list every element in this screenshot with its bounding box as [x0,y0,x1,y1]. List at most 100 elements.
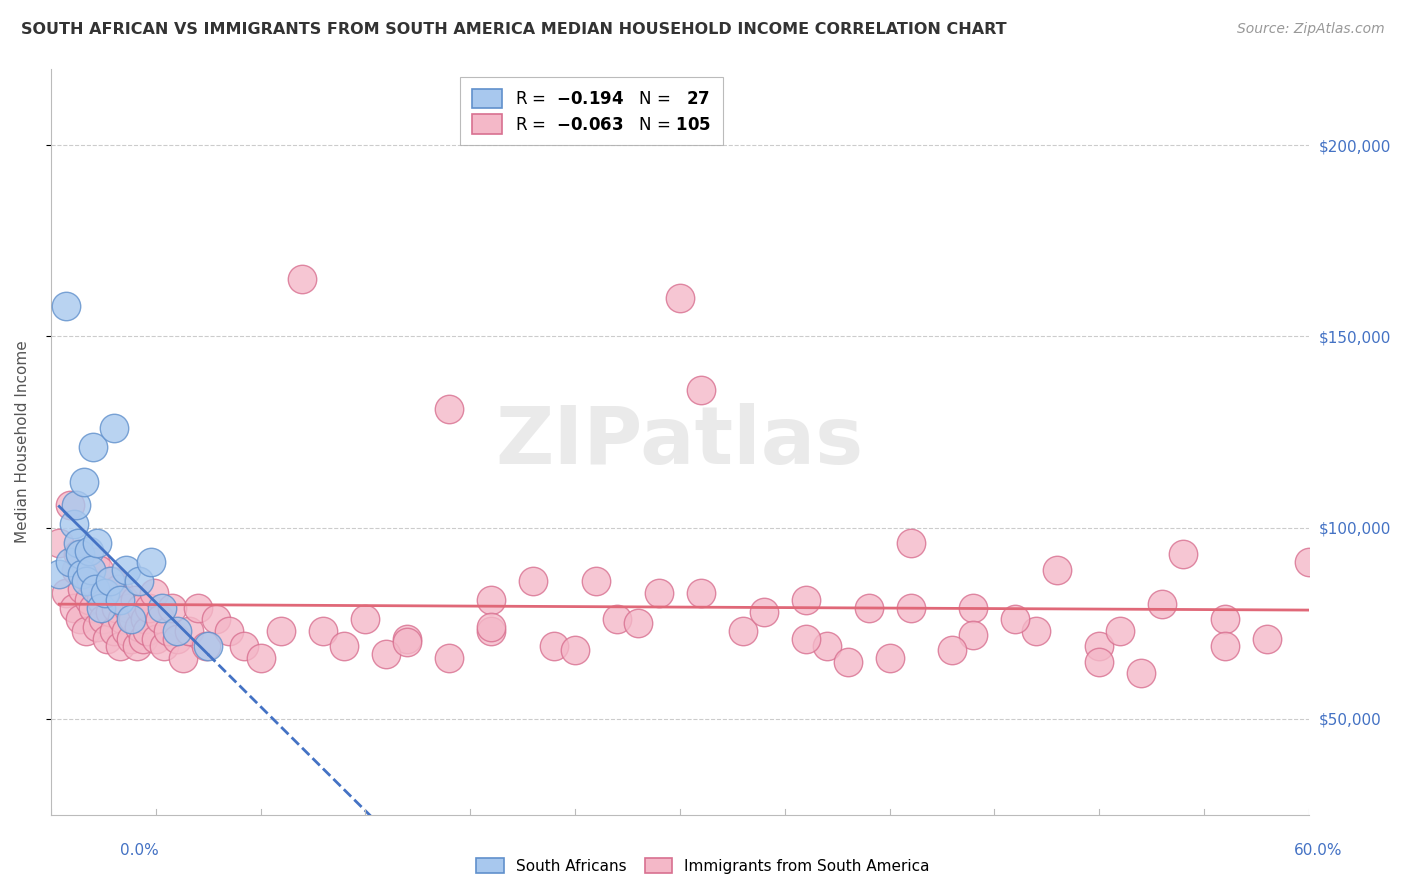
Point [48,536,70,550]
Point [232,639,254,653]
Point [197,639,219,653]
Legend: R =  $\bf{-0.194}$   N =   $\bf{27}$, R =  $\bf{-0.063}$   N = $\bf{105}$: R = $\bf{-0.194}$ N = $\bf{27}$, R = $\b… [460,77,723,145]
Point [627,616,650,631]
Point [375,647,398,661]
Legend: South Africans, Immigrants from South America: South Africans, Immigrants from South Am… [470,852,936,880]
Point [120,632,142,646]
Point [104,601,127,615]
Point [1025,624,1047,638]
Point [94,585,117,599]
Point [90,593,112,607]
Point [794,593,817,607]
Point [249,650,271,665]
Point [76,624,98,638]
Point [103,624,125,638]
Point [55,299,77,313]
Point [962,628,984,642]
Point [112,593,135,607]
Point [962,601,984,615]
Point [77,593,100,607]
Point [121,612,143,626]
Point [83,582,105,596]
Point [606,612,628,626]
Point [98,574,121,589]
Point [291,272,314,286]
Point [1152,597,1174,611]
Point [149,612,172,626]
Point [439,402,461,417]
Point [67,536,90,550]
Point [142,585,165,599]
Point [108,639,131,653]
Point [48,566,70,581]
Point [82,440,104,454]
Point [689,383,711,397]
Point [187,601,209,615]
Point [91,612,114,626]
Point [107,582,129,596]
Point [86,620,108,634]
Point [312,624,335,638]
Point [564,643,586,657]
Text: SOUTH AFRICAN VS IMMIGRANTS FROM SOUTH AMERICA MEDIAN HOUSEHOLD INCOME CORRELATI: SOUTH AFRICAN VS IMMIGRANTS FROM SOUTH A… [21,22,1007,37]
Point [1213,639,1236,653]
Point [941,643,963,657]
Point [879,650,901,665]
Point [218,624,240,638]
Point [96,632,118,646]
Point [72,566,94,581]
Point [479,624,502,638]
Point [73,566,96,581]
Point [150,601,173,615]
Text: Source: ZipAtlas.com: Source: ZipAtlas.com [1237,22,1385,37]
Point [585,574,607,589]
Point [439,650,461,665]
Point [752,605,775,619]
Point [1046,563,1069,577]
Point [858,601,880,615]
Point [69,612,91,626]
Point [79,574,101,589]
Point [1004,612,1026,626]
Point [837,655,859,669]
Y-axis label: Median Household Income: Median Household Income [15,340,30,543]
Point [94,585,117,599]
Point [396,632,419,646]
Point [1171,548,1194,562]
Point [134,612,156,626]
Point [125,639,148,653]
Point [157,624,180,638]
Point [141,555,163,569]
Point [138,601,160,615]
Point [55,585,77,599]
Point [120,612,142,626]
Point [129,601,152,615]
Point [63,516,86,531]
Point [65,563,87,577]
Point [100,574,122,589]
Point [195,639,218,653]
Point [1088,655,1111,669]
Point [111,612,134,626]
Point [76,574,98,589]
Point [205,612,228,626]
Point [69,548,91,562]
Point [132,632,155,646]
Point [815,639,838,653]
Point [479,593,502,607]
Point [128,574,150,589]
Point [166,624,188,638]
Point [731,624,754,638]
Point [333,639,356,653]
Point [162,601,184,615]
Point [77,543,100,558]
Point [103,421,125,435]
Point [900,601,922,615]
Point [1130,665,1153,680]
Point [82,601,104,615]
Point [67,548,90,562]
Point [124,593,146,607]
Point [479,620,502,634]
Point [87,563,110,577]
Point [153,639,176,653]
